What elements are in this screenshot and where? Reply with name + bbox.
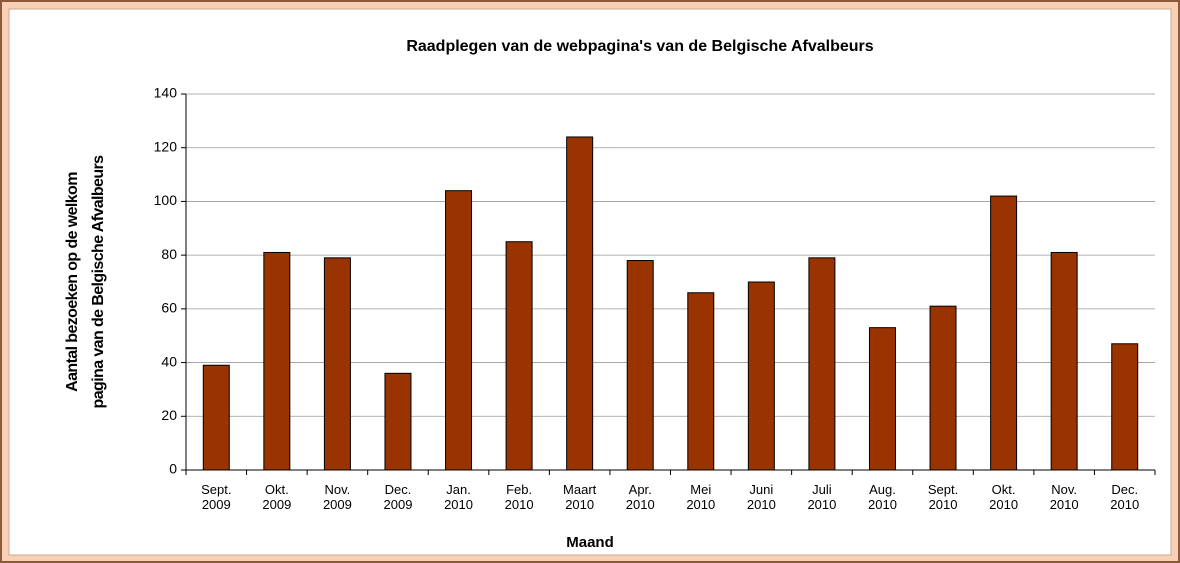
y-tick-label: 40 (161, 353, 177, 369)
bar (868, 327, 896, 471)
x-tick-label: Juni 2010 (746, 482, 776, 512)
x-tick-label: Jan. 2010 (444, 482, 473, 512)
x-tick-label: Sept. 2010 (927, 482, 959, 512)
y-tick-label: 60 (161, 300, 177, 316)
x-tick-label: Maart 2010 (563, 482, 597, 512)
y-tick-label: 0 (169, 461, 177, 477)
x-tick-label: Okt. 2009 (262, 482, 292, 512)
bar (202, 364, 230, 471)
x-tick-label: Juli 2010 (807, 482, 837, 512)
bar (687, 292, 715, 471)
y-tick-label: 140 (154, 85, 178, 101)
y-tick-label: 120 (154, 138, 178, 154)
x-tick-label: Okt. 2010 (989, 482, 1019, 512)
bar (1050, 251, 1078, 471)
x-tick-label: Dec. 2010 (1110, 482, 1140, 512)
x-tick-label: Dec. 2009 (383, 482, 413, 512)
bar (323, 257, 351, 471)
y-axis-label: pagina van de Belgische Afvalbeurs (90, 155, 107, 409)
bar (1111, 343, 1139, 471)
bar (990, 195, 1018, 471)
x-tick-label: Sept. 2009 (201, 482, 232, 512)
x-tick-label: Feb. 2010 (504, 482, 534, 512)
bar (263, 251, 291, 471)
y-axis-label: Aantal bezoeken op de welkom (64, 172, 81, 392)
x-tick-label: Nov. 2009 (322, 482, 352, 512)
x-tick-label: Nov. 2010 (1049, 482, 1079, 512)
bar (747, 281, 775, 471)
bar (384, 372, 412, 471)
bar (808, 257, 836, 471)
bar (626, 260, 654, 471)
bar (505, 241, 533, 471)
chart-title: Raadplegen van de webpagina's van de Bel… (406, 38, 873, 55)
x-tick-label: Mei 2010 (686, 482, 716, 512)
bar (445, 190, 473, 471)
y-tick-label: 20 (161, 407, 177, 423)
bar (566, 136, 594, 471)
bar (929, 305, 957, 471)
x-tick-label: Apr. 2010 (625, 482, 655, 512)
x-axis-label: Maand (566, 534, 614, 551)
y-tick-label: 100 (154, 192, 178, 208)
x-tick-label: Aug. 2010 (868, 482, 897, 512)
y-tick-label: 80 (161, 246, 177, 262)
